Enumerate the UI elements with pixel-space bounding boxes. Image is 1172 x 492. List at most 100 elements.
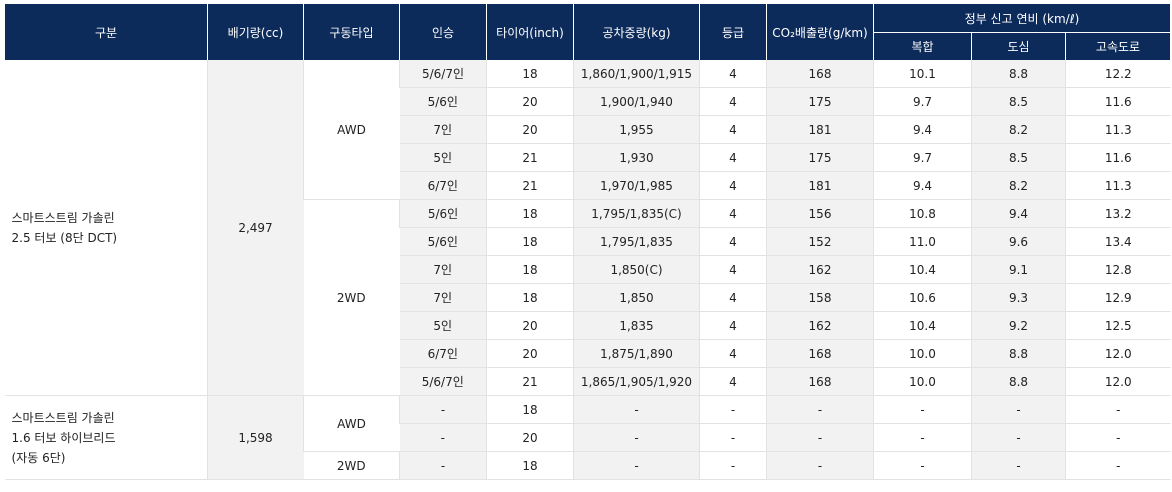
table-row: 스마트스트림 가솔린 1.6 터보 하이브리드 (자동 6단) 1,598 AWD -18… — [4, 395, 1171, 480]
cell-seats: 5인 — [399, 143, 487, 172]
category-line: 스마트스트림 가솔린 — [11, 210, 115, 225]
table-row: 7인 18 1,850 4 158 10.6 9.3 12.9 — [5, 283, 1171, 312]
cell-grade: 4 — [699, 283, 767, 312]
table-row: 5인 21 1,930 4 175 9.7 8.5 11.6 — [5, 143, 1171, 172]
cell-seats: 6/7인 — [399, 171, 487, 200]
header-seats: 인승 — [399, 4, 487, 60]
cell-co2: 156 — [766, 199, 874, 228]
cell-highway: 11.6 — [1065, 143, 1171, 172]
cell-tire: 21 — [486, 171, 574, 200]
cell-highway: 12.8 — [1065, 255, 1171, 284]
cell-co2: 175 — [766, 87, 874, 116]
cell-seats: - — [399, 395, 487, 424]
header-displacement: 배기량(cc) — [207, 4, 304, 60]
header-highway: 고속도로 — [1065, 32, 1171, 60]
cell-co2: - — [766, 423, 874, 452]
table-body: 스마트스트림 가솔린 2.5 터보 (8단 DCT) 2,497 AWD 5/6/7인 1… — [4, 60, 1171, 480]
table-row: 5/6인 18 1,795/1,835 4 152 11.0 9.6 13.4 — [5, 227, 1171, 256]
cell-weight: 1,955 — [573, 115, 700, 144]
table-row: 5/6인 20 1,900/1,940 4 175 9.7 8.5 11.6 — [5, 87, 1171, 116]
cell-co2: 175 — [766, 143, 874, 172]
cell-seats: - — [399, 423, 487, 452]
cell-combined: 10.0 — [873, 339, 972, 368]
cell-tire: 18 — [486, 227, 574, 256]
cell-tire: 18 — [486, 395, 574, 424]
cell-weight: 1,795/1,835(C) — [573, 199, 700, 228]
cell-weight: 1,865/1,905/1,920 — [573, 367, 700, 396]
cell-city: 8.8 — [971, 60, 1066, 88]
table-row: 2WD -18- - - - - - — [5, 451, 1171, 480]
cell-highway: 11.6 — [1065, 87, 1171, 116]
cell-grade: - — [699, 451, 767, 480]
cell-highway: 12.5 — [1065, 311, 1171, 340]
table-row: 5/6/7인 21 1,865/1,905/1,920 4 168 10.0 8.8 12.0 — [5, 367, 1171, 396]
cell-tire: 18 — [486, 255, 574, 284]
cell-city: 8.5 — [971, 87, 1066, 116]
cell-seats: 5/6인 — [399, 199, 487, 228]
cell-weight: 1,860/1,900/1,915 — [573, 60, 700, 88]
cell-highway: 11.3 — [1065, 171, 1171, 200]
cell-highway: 13.4 — [1065, 227, 1171, 256]
cell-grade: 4 — [699, 171, 767, 200]
cell-weight: 1,850 — [573, 283, 700, 312]
cell-city: - — [971, 395, 1066, 424]
cell-highway: 12.0 — [1065, 339, 1171, 368]
cell-tire: 20 — [486, 115, 574, 144]
cell-combined: 10.1 — [873, 60, 972, 88]
row-drive-type: 2WD — [303, 199, 400, 396]
cell-grade: 4 — [699, 339, 767, 368]
cell-combined: 9.4 — [873, 171, 972, 200]
cell-seats: 7인 — [399, 283, 487, 312]
cell-seats: 5/6/7인 — [399, 60, 487, 88]
category-line: 2.5 터보 (8단 DCT) — [11, 230, 118, 245]
cell-highway: - — [1065, 423, 1171, 452]
cell-grade: 4 — [699, 199, 767, 228]
cell-highway: 12.2 — [1065, 60, 1171, 88]
cell-tire: 18 — [486, 283, 574, 312]
cell-grade: 4 — [699, 87, 767, 116]
cell-highway: 12.0 — [1065, 367, 1171, 396]
table-row: 6/7인 21 1,970/1,985 4 181 9.4 8.2 11.3 — [5, 171, 1171, 200]
cell-combined: - — [873, 451, 972, 480]
table-row: 6/7인 20 1,875/1,890 4 168 10.0 8.8 12.0 — [5, 339, 1171, 368]
category-line: (자동 6단) — [11, 450, 66, 465]
cell-combined: 9.7 — [873, 143, 972, 172]
cell-highway: 11.3 — [1065, 115, 1171, 144]
cell-co2: 158 — [766, 283, 874, 312]
header-weight: 공차중량(kg) — [573, 4, 700, 60]
cell-seats: 7인 — [399, 115, 487, 144]
cell-weight: - — [573, 423, 700, 452]
table-row: 7인 20 1,955 4 181 9.4 8.2 11.3 — [5, 115, 1171, 144]
header-drive-type: 구동타입 — [303, 4, 400, 60]
fuel-economy-spec-table: 구분 배기량(cc) 구동타입 인승 타이어(inch) 공차중량(kg) 등급… — [4, 4, 1171, 480]
row-displacement: 1,598 — [207, 395, 304, 480]
cell-city: - — [971, 423, 1066, 452]
cell-combined: 9.4 — [873, 115, 972, 144]
cell-co2: 168 — [766, 60, 874, 88]
header-category: 구분 — [4, 4, 208, 60]
cell-tire: 18 — [486, 60, 574, 88]
cell-tire: 20 — [486, 339, 574, 368]
cell-seats: 5/6인 — [399, 87, 487, 116]
cell-tire: 18 — [486, 451, 574, 480]
cell-weight: - — [573, 451, 700, 480]
cell-combined: 10.6 — [873, 283, 972, 312]
cell-combined: 11.0 — [873, 227, 972, 256]
table-row: 2WD 5/6인 18 1,795/1,835(C) 4 156 10.8 9.4 13.2 — [5, 199, 1171, 396]
cell-tire: 20 — [486, 311, 574, 340]
cell-weight: - — [573, 395, 700, 424]
cell-co2: 152 — [766, 227, 874, 256]
cell-co2: - — [766, 451, 874, 480]
row-displacement: 2,497 — [207, 60, 304, 396]
cell-combined: 10.0 — [873, 367, 972, 396]
cell-seats: 7인 — [399, 255, 487, 284]
header-co2: CO₂배출량(g/km) — [766, 4, 874, 60]
cell-city: - — [971, 451, 1066, 480]
header-tire: 타이어(inch) — [486, 4, 574, 60]
cell-city: 8.5 — [971, 143, 1066, 172]
category-line: 1.6 터보 하이브리드 — [11, 430, 116, 445]
cell-weight: 1,930 — [573, 143, 700, 172]
cell-tire: 20 — [486, 423, 574, 452]
cell-city: 9.1 — [971, 255, 1066, 284]
row-drive-type: AWD — [303, 60, 400, 200]
